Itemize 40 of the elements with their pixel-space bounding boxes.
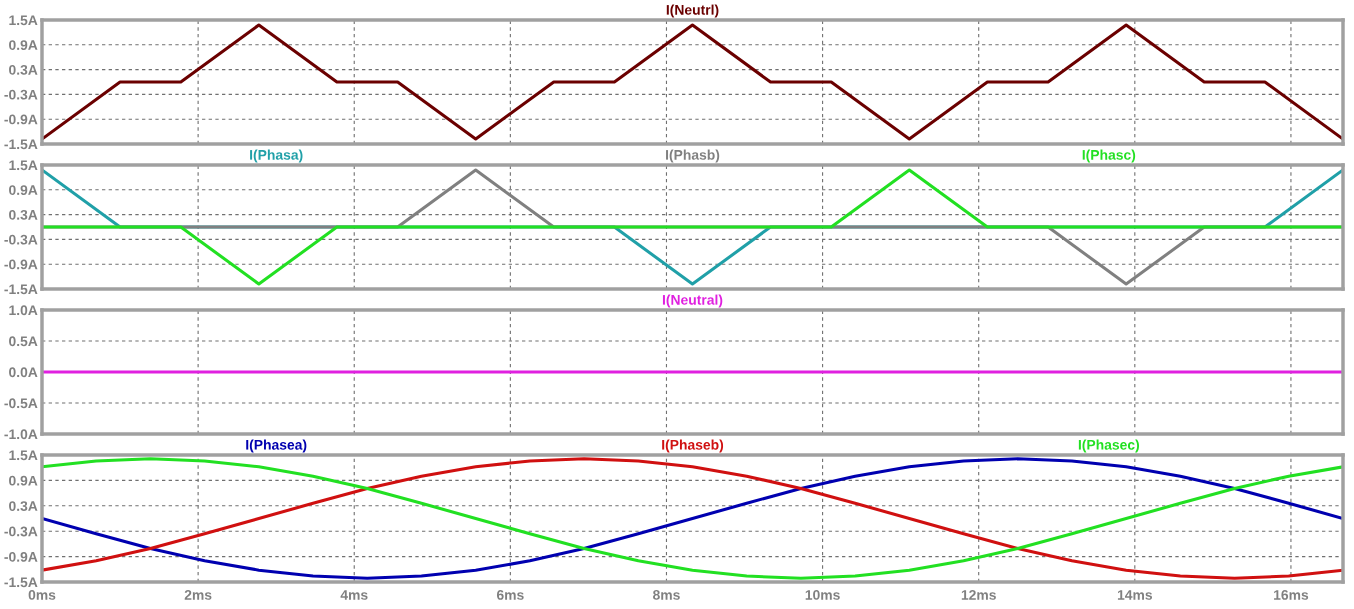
y-tick-label: 0.3A (9, 501, 38, 511)
text: I(Phasb) (666, 149, 720, 163)
y-tick-label: 1.0A (9, 305, 38, 316)
y-tick-label: 1.5A (9, 450, 38, 461)
x-tick-label: 0ms (28, 590, 56, 600)
x-tick-label: 12ms (961, 590, 996, 600)
y-tick-label: -0.3A (4, 526, 38, 537)
y-tick-label: 0.5A (9, 336, 38, 347)
y-tick-label: 1.5A (9, 160, 38, 171)
text: I(Neutral) (662, 294, 723, 308)
y-tick-label: 0.0A (9, 367, 38, 378)
text: I(Phasc) (1082, 149, 1136, 163)
y-tick-label: 0.9A (9, 185, 38, 195)
text: I(Phasa) (250, 149, 303, 163)
x-tick-label: 14ms (1117, 590, 1153, 600)
y-tick-label: -1.5A (4, 139, 38, 150)
y-tick-label: -1.5A (4, 284, 38, 295)
x-tick-label: 8ms (653, 590, 680, 600)
y-tick-label: -1.0A (4, 429, 38, 440)
y-tick-label: -0.3A (4, 89, 38, 100)
y-tick-label: -0.9A (4, 551, 38, 562)
x-tick-label: 2ms (184, 590, 212, 600)
text: I(Phasec) (1078, 439, 1140, 453)
y-tick-label: -0.3A (4, 234, 38, 245)
x-tick-label: 6ms (496, 590, 524, 600)
x-tick-label: 10ms (805, 590, 840, 600)
y-tick-label: -0.5A (4, 398, 38, 409)
y-tick-label: 0.3A (9, 209, 38, 220)
series-label: I(Neutrl) (666, 4, 719, 18)
y-tick-label: -0.9A (4, 114, 38, 125)
y-tick-label: -1.5A (4, 577, 38, 588)
y-tick-label: -0.9A (4, 259, 38, 270)
y-tick-label: 0.3A (9, 64, 38, 75)
y-tick-label: 0.9A (9, 475, 38, 486)
y-tick-label: 0.9A (9, 40, 38, 50)
y-tick-label: 1.5A (9, 15, 38, 26)
text: I(Phasea) (246, 439, 307, 453)
x-tick-label: 4ms (340, 590, 368, 600)
series-label: I(Phaseb) (662, 439, 724, 453)
x-tick-label: 16ms (1274, 590, 1309, 600)
